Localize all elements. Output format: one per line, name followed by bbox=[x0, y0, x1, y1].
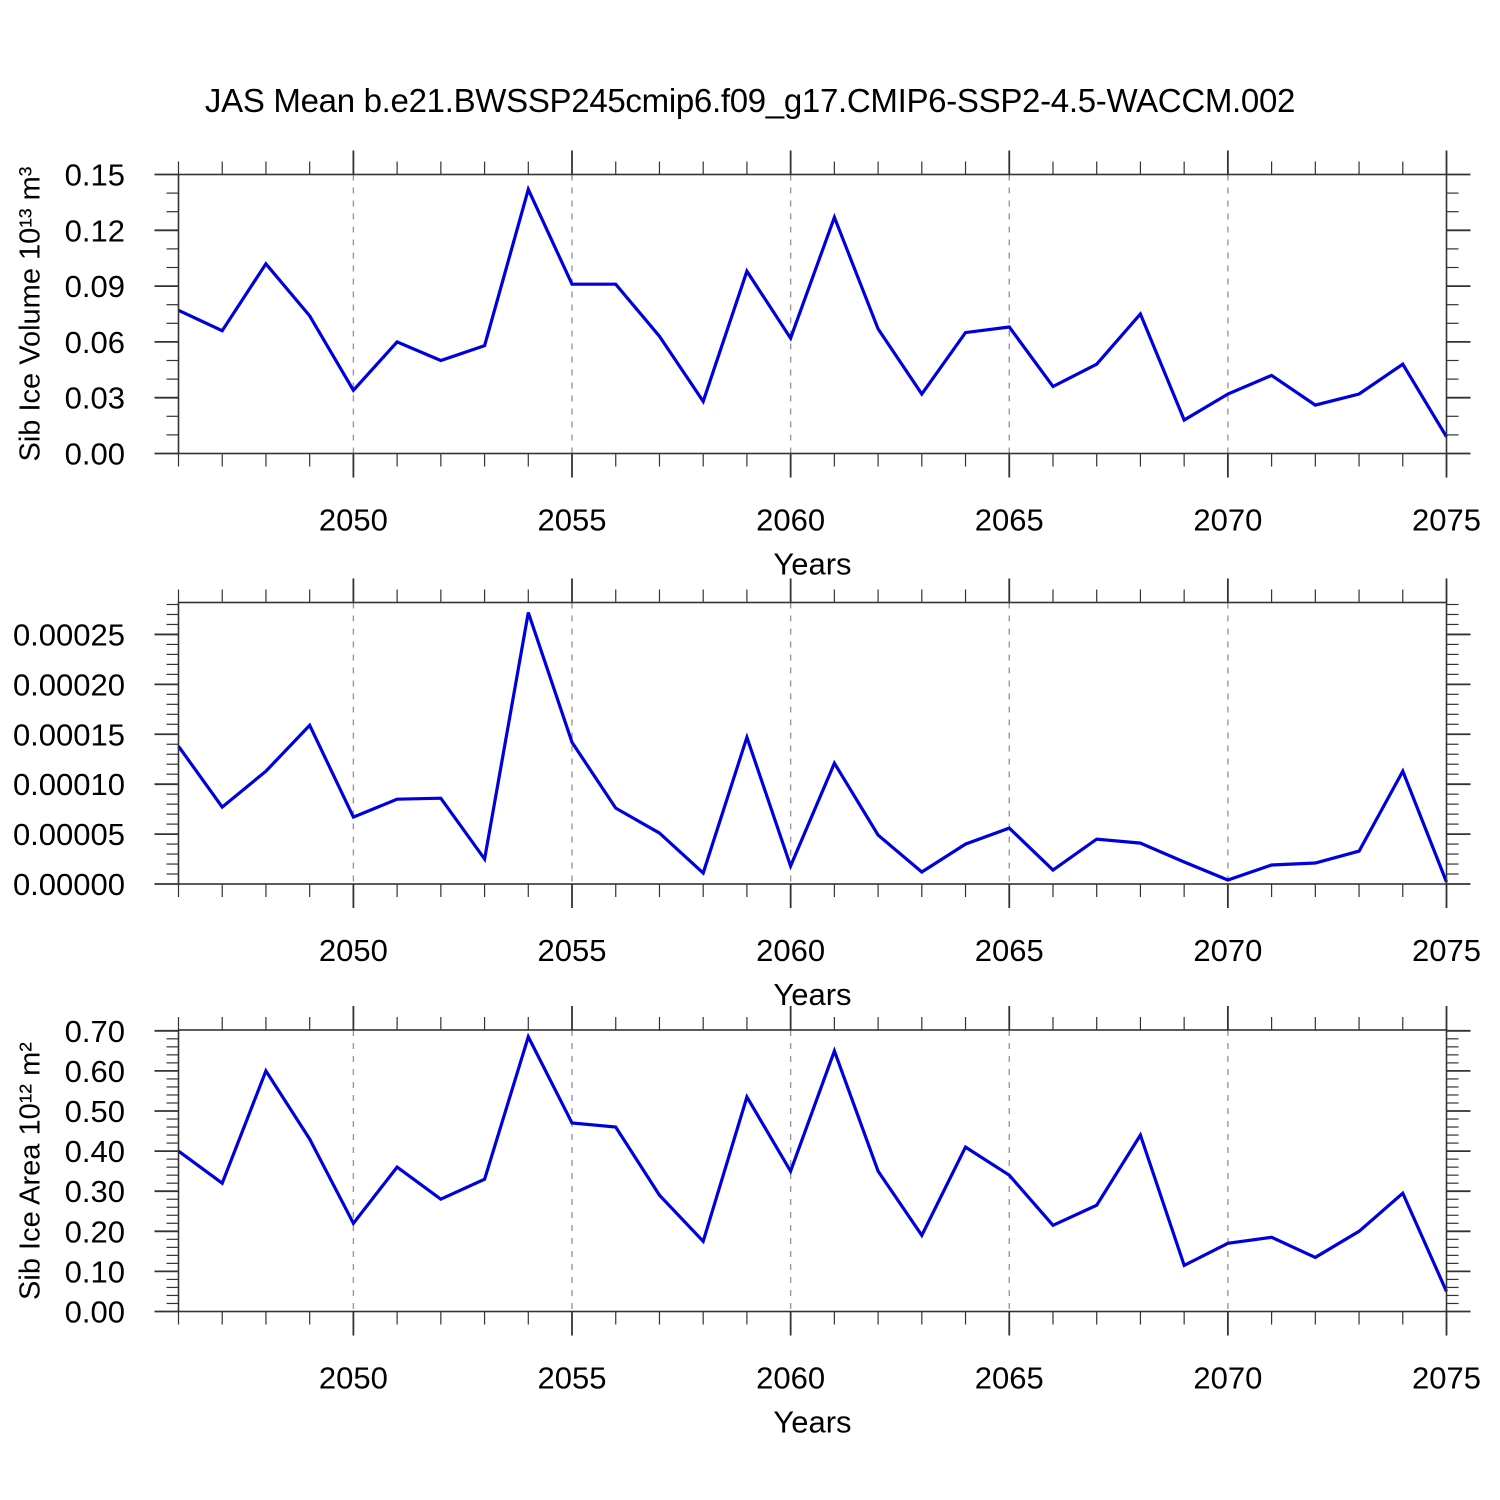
data-line-sib-ice-volume bbox=[177, 184, 1448, 438]
y-tick-label: 0.00020 bbox=[13, 667, 125, 702]
y-tick-label: 0.15 bbox=[65, 158, 125, 193]
chart-title: JAS Mean b.e21.BWSSP245cmip6.f09_g17.CMI… bbox=[204, 82, 1296, 119]
y-tick-label: 0.00 bbox=[65, 437, 125, 472]
panel-middle: 0.00000 0.00005 0.00010 0.00015 0.00020 0.000… bbox=[13, 578, 1481, 1012]
x-tick-label: 2070 bbox=[1193, 1361, 1262, 1396]
y-tick-label: 0.00015 bbox=[13, 717, 125, 752]
y-tick-label: 0.10 bbox=[65, 1254, 125, 1289]
y-tick-label: 0.06 bbox=[65, 325, 125, 360]
y-tick-label: 0.09 bbox=[65, 269, 125, 304]
y-tick-label: 0.12 bbox=[65, 213, 125, 248]
y-tick-label: 0.00010 bbox=[13, 767, 125, 802]
x-tick-label: 2075 bbox=[1412, 1361, 1481, 1396]
x-tick-label: 2050 bbox=[319, 503, 388, 538]
data-line-sib-ice-area bbox=[177, 1032, 1448, 1293]
y-tick-label: 0.00 bbox=[65, 1295, 125, 1330]
x-tick-label: 2070 bbox=[1193, 503, 1262, 538]
x-tick-label: 2075 bbox=[1412, 933, 1481, 968]
x-axis-title: Years bbox=[773, 547, 851, 582]
x-tick-label: 2055 bbox=[538, 1361, 607, 1396]
y-tick-label: 0.03 bbox=[65, 381, 125, 416]
y-tick-label: 0.70 bbox=[65, 1014, 125, 1049]
x-tick-label: 2050 bbox=[319, 933, 388, 968]
panel-sib-ice-area: 0.00 0.10 0.20 0.30 0.40 0.50 0.60 0.70 2050 2055… bbox=[65, 1006, 1481, 1440]
y-tick-label: 0.00005 bbox=[13, 817, 125, 852]
x-tick-label: 2055 bbox=[538, 933, 607, 968]
y-tick-label: 0.00000 bbox=[13, 867, 125, 902]
panel-sib-ice-volume: 0.00 0.03 0.06 0.09 0.12 0.15 2050 2055 2060 2065… bbox=[65, 150, 1481, 582]
x-axis-title: Years bbox=[773, 977, 851, 1012]
plot-border bbox=[177, 1029, 1448, 1313]
x-tick-label: 2065 bbox=[975, 503, 1044, 538]
x-axis-title: Years bbox=[773, 1405, 851, 1440]
y-tick-label: 0.20 bbox=[65, 1214, 125, 1249]
x-tick-label: 2055 bbox=[538, 503, 607, 538]
y-tick-label: 0.60 bbox=[65, 1054, 125, 1089]
plot-border bbox=[177, 601, 1448, 885]
x-tick-label: 2065 bbox=[975, 1361, 1044, 1396]
x-tick-label: 2065 bbox=[975, 933, 1044, 968]
y-tick-label: 0.00025 bbox=[13, 617, 125, 652]
data-line-middle bbox=[177, 611, 1448, 883]
x-tick-label: 2050 bbox=[319, 1361, 388, 1396]
x-tick-label: 2075 bbox=[1412, 503, 1481, 538]
y-tick-label: 0.50 bbox=[65, 1094, 125, 1129]
y-tick-label: 0.40 bbox=[65, 1134, 125, 1169]
y-tick-label: 0.30 bbox=[65, 1174, 125, 1209]
x-tick-label: 2060 bbox=[756, 933, 825, 968]
x-tick-label: 2070 bbox=[1193, 933, 1262, 968]
x-tick-label: 2060 bbox=[756, 503, 825, 538]
plot-border bbox=[177, 173, 1448, 455]
x-tick-label: 2060 bbox=[756, 1361, 825, 1396]
